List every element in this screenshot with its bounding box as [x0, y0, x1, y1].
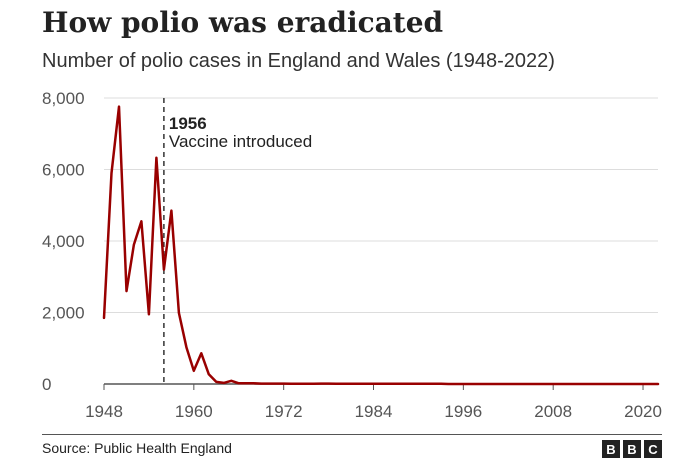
x-tick-label: 1948 — [85, 402, 123, 421]
y-tick-label: 0 — [42, 375, 51, 394]
bbc-logo: B B C — [602, 440, 662, 458]
x-axis-ticks: 1948 1960 1972 1984 1996 2008 2020 — [85, 384, 662, 421]
x-tick-label: 1996 — [444, 402, 482, 421]
source-note: Source: Public Health England — [42, 440, 232, 456]
x-tick-label: 2020 — [624, 402, 662, 421]
chart-subtitle: Number of polio cases in England and Wal… — [42, 50, 555, 72]
x-tick-label: 1972 — [265, 402, 303, 421]
bbc-logo-letter: B — [602, 440, 620, 458]
x-tick-label: 2008 — [534, 402, 572, 421]
series-group — [102, 105, 660, 386]
y-tick-label: 2,000 — [42, 304, 85, 323]
annotation-text: Vaccine introduced — [169, 132, 312, 151]
y-tick-label: 4,000 — [42, 232, 85, 251]
bbc-logo-letter: C — [644, 440, 662, 458]
x-tick-label: 1960 — [175, 402, 213, 421]
x-tick-label: 1984 — [355, 402, 393, 421]
annotation-year: 1956 — [169, 114, 207, 133]
series-line — [102, 105, 660, 386]
bbc-logo-letter: B — [623, 440, 641, 458]
y-tick-label: 8,000 — [42, 89, 85, 108]
footer-divider — [42, 434, 662, 435]
y-axis-ticks: 0 2,000 4,000 6,000 8,000 — [42, 89, 85, 394]
y-tick-label: 6,000 — [42, 161, 85, 180]
chart-title: How polio was eradicated — [42, 6, 444, 39]
